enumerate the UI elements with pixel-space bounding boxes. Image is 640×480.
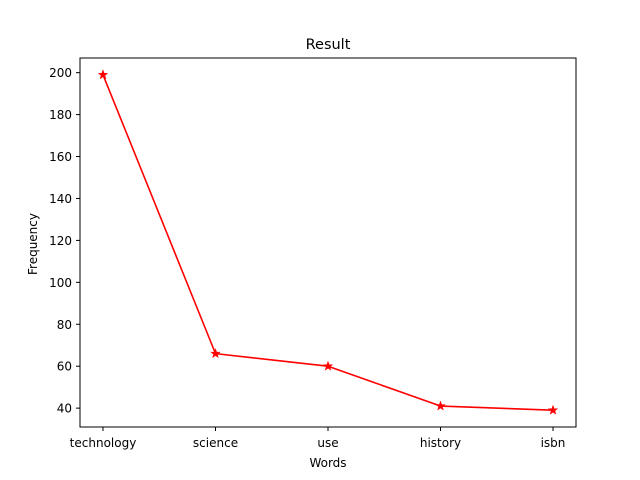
x-tick-label: technology xyxy=(70,436,137,450)
y-tick-label: 80 xyxy=(57,318,72,332)
y-tick-label: 160 xyxy=(49,150,72,164)
x-tick-label: science xyxy=(193,436,238,450)
chart-title: Result xyxy=(306,37,351,53)
y-tick-label: 120 xyxy=(49,234,72,248)
y-tick-label: 100 xyxy=(49,276,72,290)
y-axis-ticks: 40 60 80 100 120 140 160 180 200 xyxy=(49,66,80,416)
y-tick-label: 180 xyxy=(49,108,72,122)
x-axis-label: Words xyxy=(309,456,346,470)
series-layer xyxy=(97,69,559,415)
plot-area-frame xyxy=(79,57,577,428)
data-point-marker xyxy=(97,69,109,80)
data-point-marker xyxy=(435,400,446,411)
x-axis-ticks: technology science use history isbn xyxy=(70,427,566,450)
y-tick-label: 40 xyxy=(57,402,72,416)
data-point-marker xyxy=(547,404,559,415)
y-axis-label: Frequency xyxy=(26,213,40,275)
y-tick-label: 140 xyxy=(49,192,72,206)
data-point-marker xyxy=(322,360,334,371)
x-tick-label: history xyxy=(420,436,461,450)
y-tick-label: 60 xyxy=(57,360,72,374)
x-tick-label: use xyxy=(317,436,338,450)
x-tick-label: isbn xyxy=(541,436,566,450)
data-point-marker xyxy=(210,348,221,359)
y-tick-label: 200 xyxy=(49,66,72,80)
